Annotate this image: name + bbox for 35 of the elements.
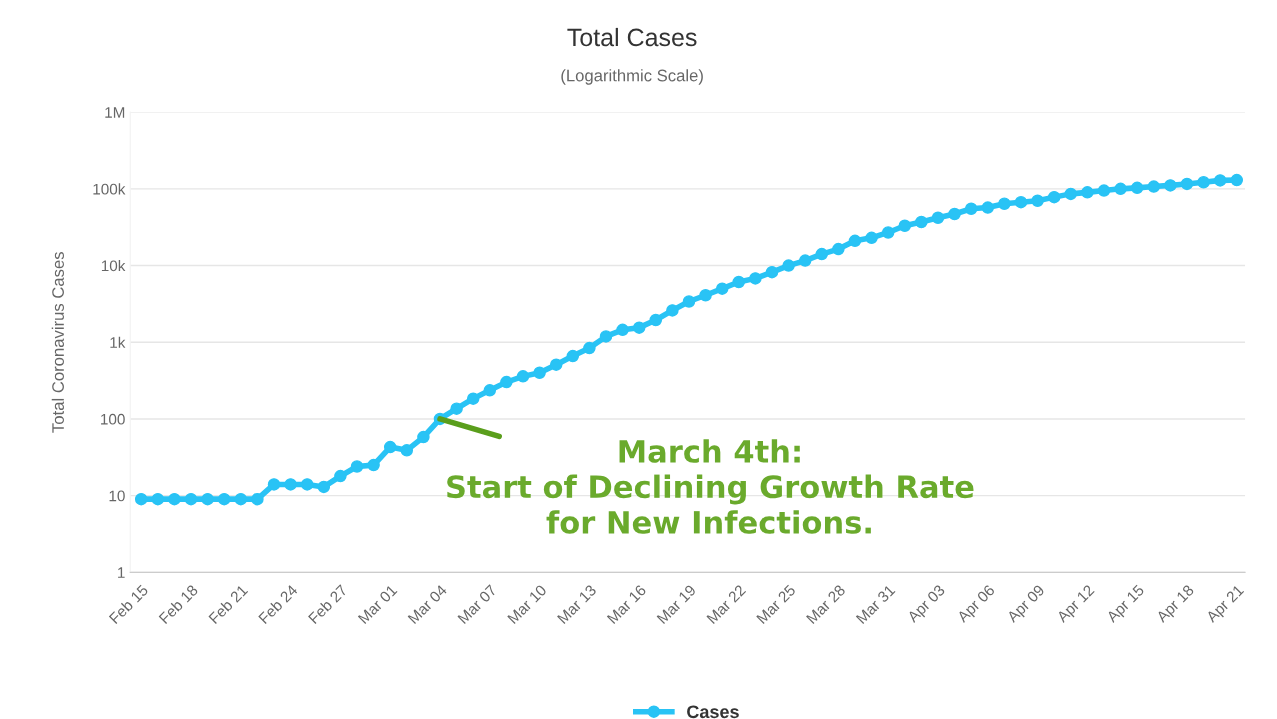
x-tick-label: Apr 12 xyxy=(1055,584,1097,626)
x-tick-label: Mar 31 xyxy=(855,584,896,625)
x-tick-label: Feb 15 xyxy=(108,583,149,625)
chart-subtitle: (Logarithmic Scale) xyxy=(561,69,703,85)
x-tick-label: Apr 18 xyxy=(1155,584,1197,626)
x-tick-label: Apr 15 xyxy=(1105,584,1147,626)
x-tick-label: Mar 04 xyxy=(407,584,448,625)
x-tick-label: Apr 21 xyxy=(1205,584,1247,626)
y-tick-label: 1k xyxy=(110,336,126,348)
legend-label: Cases xyxy=(687,705,739,719)
annotation: March 4th: Start of Declining Growth Rate for New Infections. xyxy=(447,439,974,534)
x-tick-label: Feb 24 xyxy=(257,583,299,625)
x-tick-label: Mar 22 xyxy=(706,584,747,625)
x-tick-label: Apr 03 xyxy=(906,584,948,626)
chart-title: Total Cases xyxy=(567,27,697,47)
x-tick-label: Feb 27 xyxy=(307,583,348,625)
y-tick-label: 100k xyxy=(93,183,126,195)
y-tick-label: 100 xyxy=(101,413,125,425)
y-axis-title: Total Coronavirus Cases xyxy=(51,252,64,433)
x-tick-label: Mar 13 xyxy=(556,584,597,625)
x-tick-label: Apr 06 xyxy=(956,584,998,626)
y-tick-label: 1M xyxy=(105,107,125,118)
x-tick-label: Apr 09 xyxy=(1006,584,1048,626)
y-tick-label: 10k xyxy=(101,260,126,272)
y-tick-label: 10 xyxy=(109,490,125,502)
x-tick-label: Mar 28 xyxy=(805,584,846,625)
x-tick-label: Feb 21 xyxy=(208,583,249,625)
x-tick-label: Mar 07 xyxy=(457,584,498,625)
x-tick-label: Mar 25 xyxy=(756,584,797,625)
y-tick-label: 1 xyxy=(118,567,125,578)
x-tick-label: Mar 01 xyxy=(357,584,398,625)
x-tick-label: Mar 10 xyxy=(507,584,548,625)
x-tick-label: Mar 19 xyxy=(656,584,697,625)
x-tick-label: Mar 16 xyxy=(606,584,647,625)
x-tick-label: Feb 18 xyxy=(158,583,199,625)
